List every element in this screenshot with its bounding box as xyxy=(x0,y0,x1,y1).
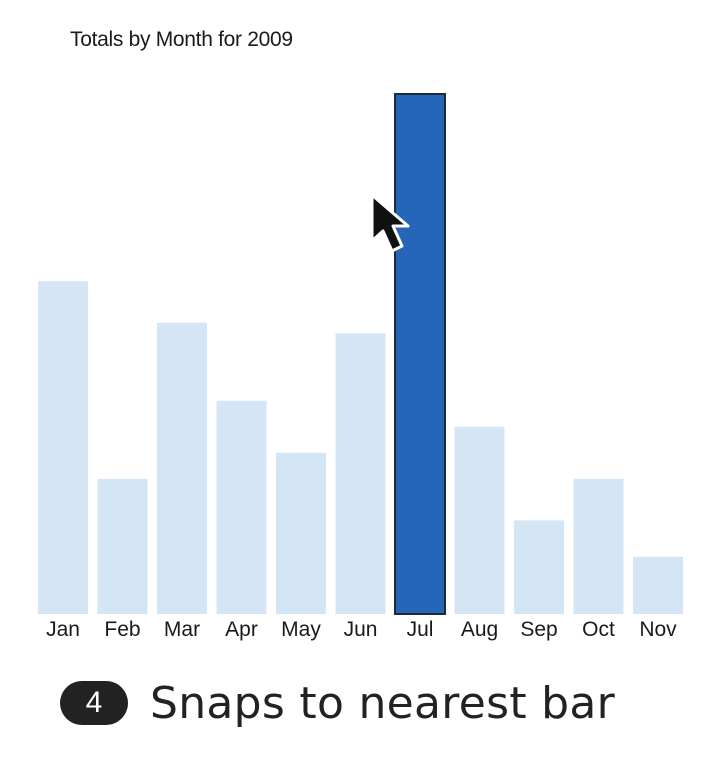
x-tick-label: Jul xyxy=(407,618,434,641)
x-tick-label: Sep xyxy=(520,618,557,641)
bar-jun[interactable] xyxy=(335,333,386,614)
bar-jan[interactable] xyxy=(38,281,88,614)
x-tick-label: Nov xyxy=(639,618,677,641)
bar-may[interactable] xyxy=(276,452,326,614)
chart-title: Totals by Month for 2009 xyxy=(70,28,293,51)
x-tick-label: Aug xyxy=(461,618,498,641)
bar-mar[interactable] xyxy=(157,322,207,614)
x-tick-label: May xyxy=(281,618,321,641)
x-tick-label: Feb xyxy=(104,618,140,641)
caption: 4 Snaps to nearest bar xyxy=(60,673,615,733)
x-tick-label: Jan xyxy=(46,618,80,641)
bar-oct[interactable] xyxy=(573,478,624,614)
bar-jul[interactable] xyxy=(394,93,446,615)
x-axis-ticks: Jan Feb Mar Apr May Jun Jul Aug Sep Oct Nov xyxy=(46,618,677,641)
step-number-badge: 4 xyxy=(60,681,128,725)
x-tick-label: Mar xyxy=(164,618,200,641)
x-tick-label: Apr xyxy=(225,618,258,641)
bar-chart: Jan Feb Mar Apr May Jun Jul Aug Sep Oct Nov xyxy=(38,93,683,641)
bars-group xyxy=(38,93,683,615)
bar-nov[interactable] xyxy=(633,556,683,614)
bar-sep[interactable] xyxy=(514,520,564,614)
x-tick-label: Oct xyxy=(582,618,615,641)
caption-text: Snaps to nearest bar xyxy=(150,677,616,729)
bar-apr[interactable] xyxy=(216,400,267,614)
arrow-cursor-icon xyxy=(370,193,410,253)
x-tick-label: Jun xyxy=(344,618,378,641)
bar-aug[interactable] xyxy=(454,426,505,614)
bar-feb[interactable] xyxy=(97,478,148,614)
